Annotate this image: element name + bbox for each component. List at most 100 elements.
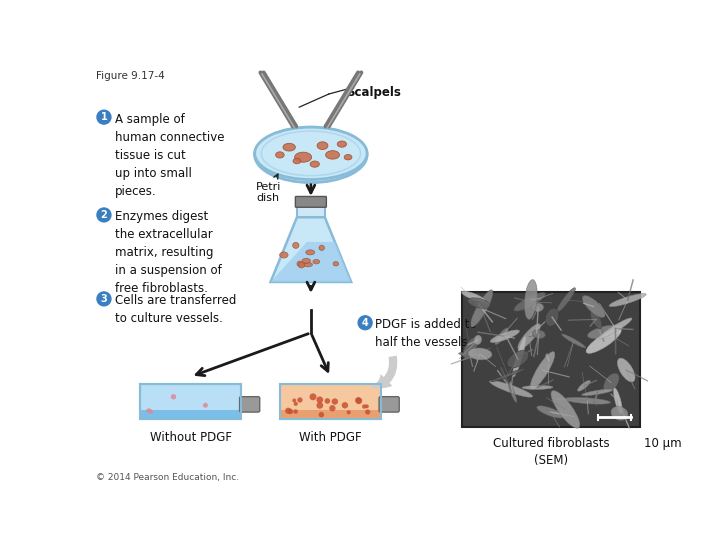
Text: Cultured fibroblasts
(SEM): Cultured fibroblasts (SEM) [492,437,609,468]
Ellipse shape [490,330,520,342]
Circle shape [203,403,208,408]
FancyBboxPatch shape [280,384,381,419]
Ellipse shape [588,325,622,339]
Ellipse shape [471,290,493,327]
Text: Without PDGF: Without PDGF [150,430,232,443]
Polygon shape [271,242,351,282]
Circle shape [287,409,293,414]
Text: 1: 1 [101,112,107,122]
Ellipse shape [302,258,310,264]
Circle shape [329,405,336,411]
Ellipse shape [283,143,295,151]
Circle shape [310,393,317,400]
Ellipse shape [507,350,529,368]
FancyBboxPatch shape [462,292,640,427]
Ellipse shape [279,252,288,258]
Ellipse shape [294,152,312,162]
Ellipse shape [518,324,541,349]
FancyArrowPatch shape [372,356,397,388]
Text: Enzymes digest
the extracellular
matrix, resulting
in a suspension of
free fibro: Enzymes digest the extracellular matrix,… [114,211,222,295]
Circle shape [146,408,151,413]
Ellipse shape [255,127,367,179]
Polygon shape [271,217,351,282]
Ellipse shape [463,337,478,358]
Ellipse shape [533,330,545,339]
Text: With PDGF: With PDGF [299,430,361,443]
Ellipse shape [545,308,559,326]
Ellipse shape [337,141,346,147]
Circle shape [365,409,370,415]
Circle shape [358,316,372,330]
Circle shape [297,397,302,403]
Ellipse shape [319,245,325,251]
Circle shape [342,402,348,408]
Text: 3: 3 [101,294,107,304]
Ellipse shape [292,242,299,248]
FancyBboxPatch shape [140,384,241,419]
Ellipse shape [310,161,320,167]
Ellipse shape [303,262,312,267]
Ellipse shape [603,373,619,393]
Ellipse shape [537,406,564,418]
Ellipse shape [298,262,305,268]
Ellipse shape [255,127,367,183]
Circle shape [294,402,298,406]
Circle shape [355,397,361,403]
Ellipse shape [531,352,555,389]
Ellipse shape [490,381,533,397]
Text: 2: 2 [101,210,107,220]
Circle shape [316,396,323,403]
Ellipse shape [562,334,586,348]
Ellipse shape [514,293,546,311]
FancyBboxPatch shape [295,197,326,207]
Ellipse shape [590,310,602,329]
Circle shape [97,292,111,306]
Ellipse shape [557,288,575,313]
Ellipse shape [533,303,544,312]
Ellipse shape [599,318,632,339]
Circle shape [97,208,111,222]
Text: Scalpels: Scalpels [346,86,400,99]
Ellipse shape [276,152,284,158]
Ellipse shape [577,380,590,391]
Ellipse shape [513,336,526,377]
Circle shape [293,409,298,414]
Ellipse shape [333,261,338,266]
Circle shape [148,409,153,414]
Ellipse shape [468,348,492,360]
Ellipse shape [582,295,605,318]
Ellipse shape [495,328,508,345]
FancyBboxPatch shape [240,397,260,412]
Ellipse shape [564,397,611,404]
Circle shape [325,398,330,404]
Ellipse shape [546,354,551,363]
Ellipse shape [297,261,302,267]
Circle shape [365,404,369,408]
Ellipse shape [508,383,517,402]
Circle shape [318,412,324,417]
Circle shape [362,404,366,409]
Ellipse shape [524,280,537,319]
Ellipse shape [609,293,646,307]
Ellipse shape [551,390,580,428]
Circle shape [171,394,176,400]
Ellipse shape [474,335,482,345]
Text: © 2014 Pearson Education, Inc.: © 2014 Pearson Education, Inc. [96,473,239,482]
FancyBboxPatch shape [280,410,381,419]
Text: A sample of
human connective
tissue is cut
up into small
pieces.: A sample of human connective tissue is c… [114,112,225,198]
Circle shape [316,402,323,409]
Ellipse shape [582,389,613,396]
Ellipse shape [459,352,481,356]
Ellipse shape [618,358,635,382]
Circle shape [292,399,296,402]
Ellipse shape [468,298,490,308]
Circle shape [97,110,111,124]
Ellipse shape [613,388,622,414]
Ellipse shape [611,407,628,420]
Ellipse shape [344,154,352,160]
Circle shape [332,399,338,404]
Ellipse shape [313,259,320,264]
Circle shape [356,397,362,404]
Text: 4: 4 [361,318,369,328]
Polygon shape [297,205,325,217]
